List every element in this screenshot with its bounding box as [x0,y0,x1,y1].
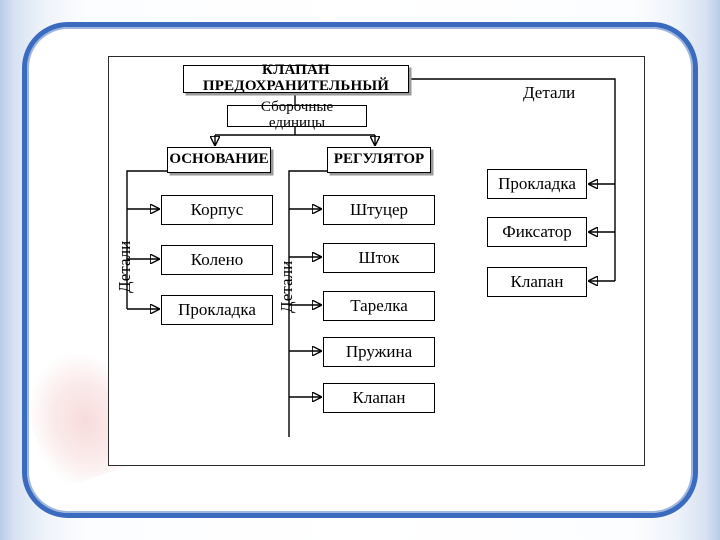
node-top-detail-2-label: Клапан [511,273,564,291]
node-base-detail-0: Корпус [161,195,273,225]
node-reg-detail-4: Клапан [323,383,435,413]
node-base-detail-2-label: Прокладка [178,301,256,319]
label-details-top-text: Детали [523,83,575,102]
node-top-detail-2: Клапан [487,267,587,297]
node-base-label: ОСНОВАНИЕ [169,152,268,168]
node-reg-detail-0-label: Штуцер [350,201,408,219]
node-root-label: КЛАПАН ПРЕДОХРАНИТЕЛЬНЫЙ [188,63,404,95]
node-top-detail-0-label: Прокладка [498,175,576,193]
node-reg-detail-0: Штуцер [323,195,435,225]
label-details-mid: Детали [277,261,297,313]
node-top-detail-0: Прокладка [487,169,587,199]
label-details-mid-text: Детали [277,261,296,313]
node-reg-detail-3: Пружина [323,337,435,367]
node-base-detail-1: Колено [161,245,273,275]
node-reg-detail-2: Тарелка [323,291,435,321]
node-top-detail-1: Фиксатор [487,217,587,247]
node-root: КЛАПАН ПРЕДОХРАНИТЕЛЬНЫЙ [183,65,409,93]
label-details-left-text: Детали [115,241,134,293]
diagram-panel: КЛАПАН ПРЕДОХРАНИТЕЛЬНЫЙ Сборочные едини… [108,56,645,466]
node-base-detail-0-label: Корпус [191,201,244,219]
node-base-detail-2: Прокладка [161,295,273,325]
node-reg-detail-1-label: Шток [358,249,399,267]
label-assembly-units-text: Сборочные единицы [232,100,362,132]
node-regulator: РЕГУЛЯТОР [327,147,431,173]
node-reg-detail-1: Шток [323,243,435,273]
label-assembly-units: Сборочные единицы [227,105,367,127]
node-reg-detail-2-label: Тарелка [350,297,408,315]
node-reg-detail-4-label: Клапан [353,389,406,407]
node-base: ОСНОВАНИЕ [167,147,271,173]
node-top-detail-1-label: Фиксатор [502,223,571,241]
node-reg-detail-3-label: Пружина [346,343,412,361]
label-details-top: Детали [523,83,575,103]
node-regulator-label: РЕГУЛЯТОР [334,152,424,168]
label-details-left: Детали [115,241,135,293]
node-base-detail-1-label: Колено [191,251,243,269]
